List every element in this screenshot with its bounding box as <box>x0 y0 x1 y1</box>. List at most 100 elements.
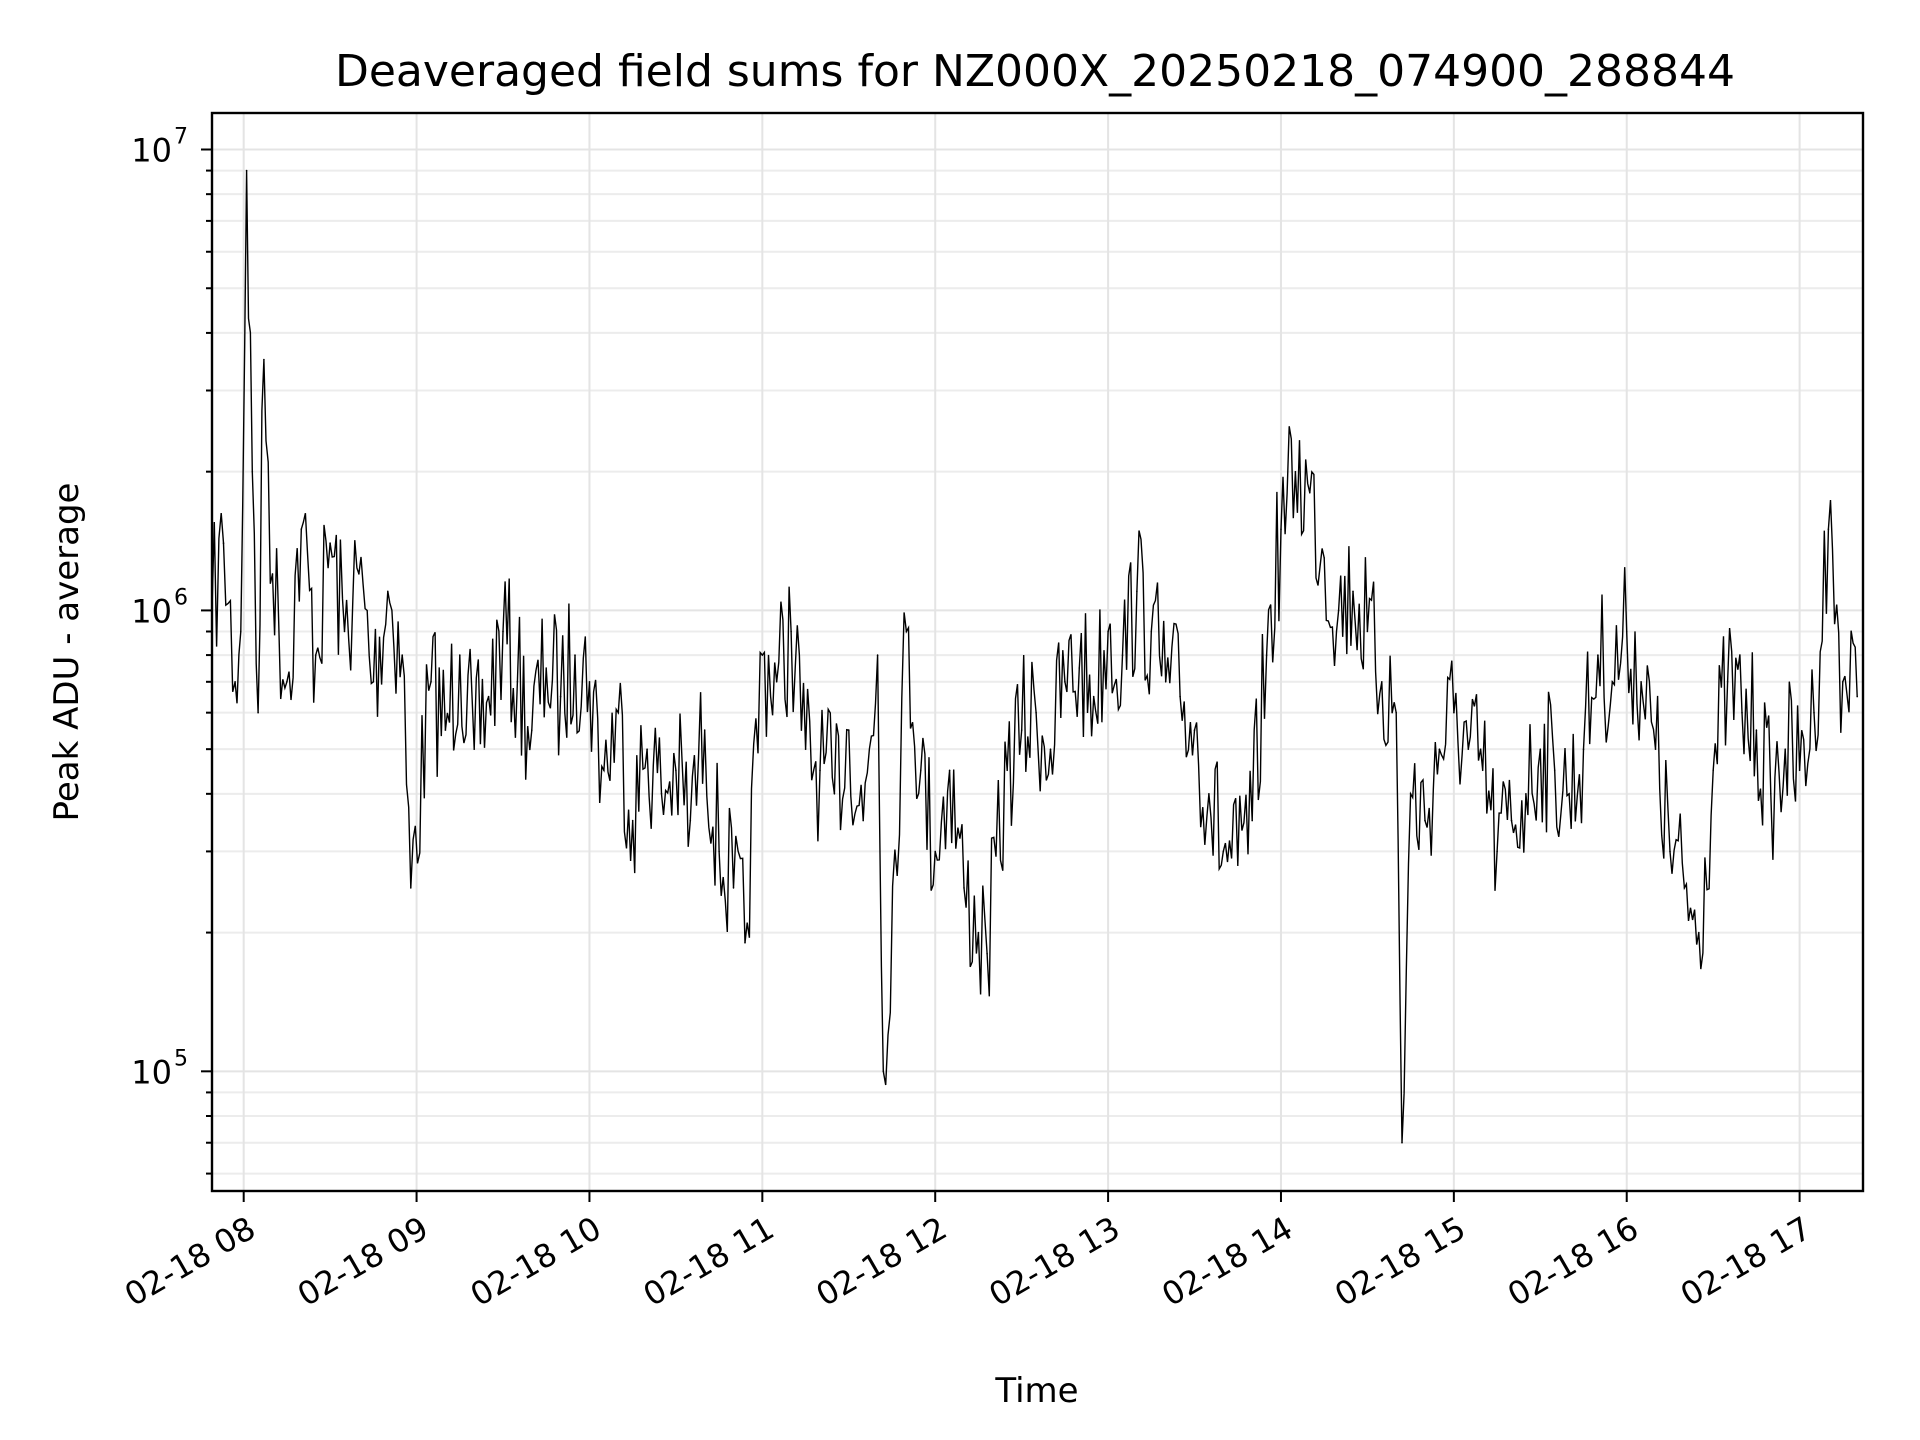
data-point <box>1337 609 1340 612</box>
data-point <box>1193 729 1196 731</box>
data-point <box>1582 748 1585 750</box>
data-point <box>848 729 850 731</box>
data-point <box>1525 793 1527 795</box>
data-point <box>401 654 404 656</box>
data-point <box>358 573 360 575</box>
data-point <box>1006 769 1008 772</box>
data-point <box>1395 711 1397 714</box>
data-point <box>1121 654 1124 656</box>
data-point <box>531 729 533 731</box>
data-point <box>516 681 519 683</box>
data-point <box>1409 793 1412 795</box>
data-point <box>1237 864 1239 866</box>
data-point <box>1510 819 1513 822</box>
data-point <box>1698 931 1700 934</box>
y-tick-label: 10 <box>131 1053 172 1091</box>
data-point <box>459 654 461 656</box>
data-point <box>761 654 764 656</box>
data-point <box>410 887 412 889</box>
data-point <box>1222 850 1225 853</box>
y-tick-label: 10 <box>131 131 172 169</box>
data-point <box>675 769 677 772</box>
data-point <box>1064 681 1066 683</box>
data-point <box>1107 630 1109 633</box>
data-point <box>1251 819 1253 822</box>
data-point <box>1424 819 1426 822</box>
y-axis-label: Peak ADU - average <box>47 483 87 822</box>
x-axis-label: Time <box>994 1371 1078 1411</box>
data-point <box>1049 748 1052 750</box>
data-point <box>905 630 908 633</box>
data-point <box>948 769 951 772</box>
data-point <box>1568 793 1570 795</box>
data-point <box>1366 630 1369 633</box>
data-point <box>271 573 274 575</box>
data-series-line <box>211 170 1858 1143</box>
data-point <box>1496 850 1498 853</box>
data-point <box>1078 667 1081 669</box>
y-tick-exponent: 5 <box>174 1046 188 1071</box>
data-point <box>245 169 248 172</box>
data-point <box>300 528 303 530</box>
data-point <box>559 695 562 698</box>
data-point <box>1136 590 1138 593</box>
data-point <box>286 681 288 683</box>
data-point <box>444 729 447 731</box>
data-point <box>882 1070 885 1073</box>
data-point <box>1309 492 1311 494</box>
data-point <box>329 542 331 544</box>
data-point <box>732 887 735 889</box>
data-point <box>1035 711 1037 714</box>
data-point <box>1179 695 1181 698</box>
data-point <box>775 681 778 683</box>
plot-area <box>211 169 1858 1144</box>
data-point <box>430 681 432 683</box>
data-point <box>1827 528 1830 530</box>
data-point <box>833 793 836 795</box>
data-point <box>876 654 879 656</box>
data-point <box>1020 729 1023 731</box>
data-point <box>343 630 346 633</box>
data-point <box>502 630 504 633</box>
data-point <box>1640 681 1642 683</box>
data-point <box>790 630 792 633</box>
data-point <box>689 819 692 822</box>
axes-frame <box>210 111 1865 1193</box>
data-point <box>1625 630 1628 633</box>
data-point <box>1770 793 1772 795</box>
data-point <box>977 931 980 934</box>
data-point <box>646 748 648 750</box>
data-point <box>240 630 242 633</box>
data-point <box>473 748 476 750</box>
data-point <box>1755 729 1758 731</box>
data-point <box>1798 769 1801 772</box>
data-point <box>574 654 576 656</box>
data-point <box>1813 711 1815 714</box>
data-point <box>1784 748 1786 750</box>
data-point <box>222 542 225 544</box>
data-point <box>487 695 490 698</box>
data-point <box>1712 769 1714 772</box>
data-point <box>1597 654 1599 656</box>
data-point <box>804 748 807 750</box>
y-tick-label: 10 <box>131 592 172 630</box>
data-point <box>251 470 254 473</box>
data-point <box>1381 681 1383 683</box>
data-point <box>1683 887 1686 889</box>
data-point <box>1611 681 1614 683</box>
data-point <box>1280 528 1282 530</box>
data-point <box>1856 695 1858 698</box>
data-point <box>1208 793 1210 795</box>
data-point <box>1654 748 1657 750</box>
y-tick-exponent: 7 <box>174 124 188 149</box>
data-point <box>263 358 265 361</box>
data-point <box>257 711 259 714</box>
data-point <box>986 952 988 955</box>
data-point <box>314 654 317 656</box>
data-point <box>819 769 821 772</box>
data-point <box>1352 590 1354 593</box>
data-point <box>963 887 965 889</box>
data-point <box>372 681 375 683</box>
data-point <box>1323 557 1325 559</box>
